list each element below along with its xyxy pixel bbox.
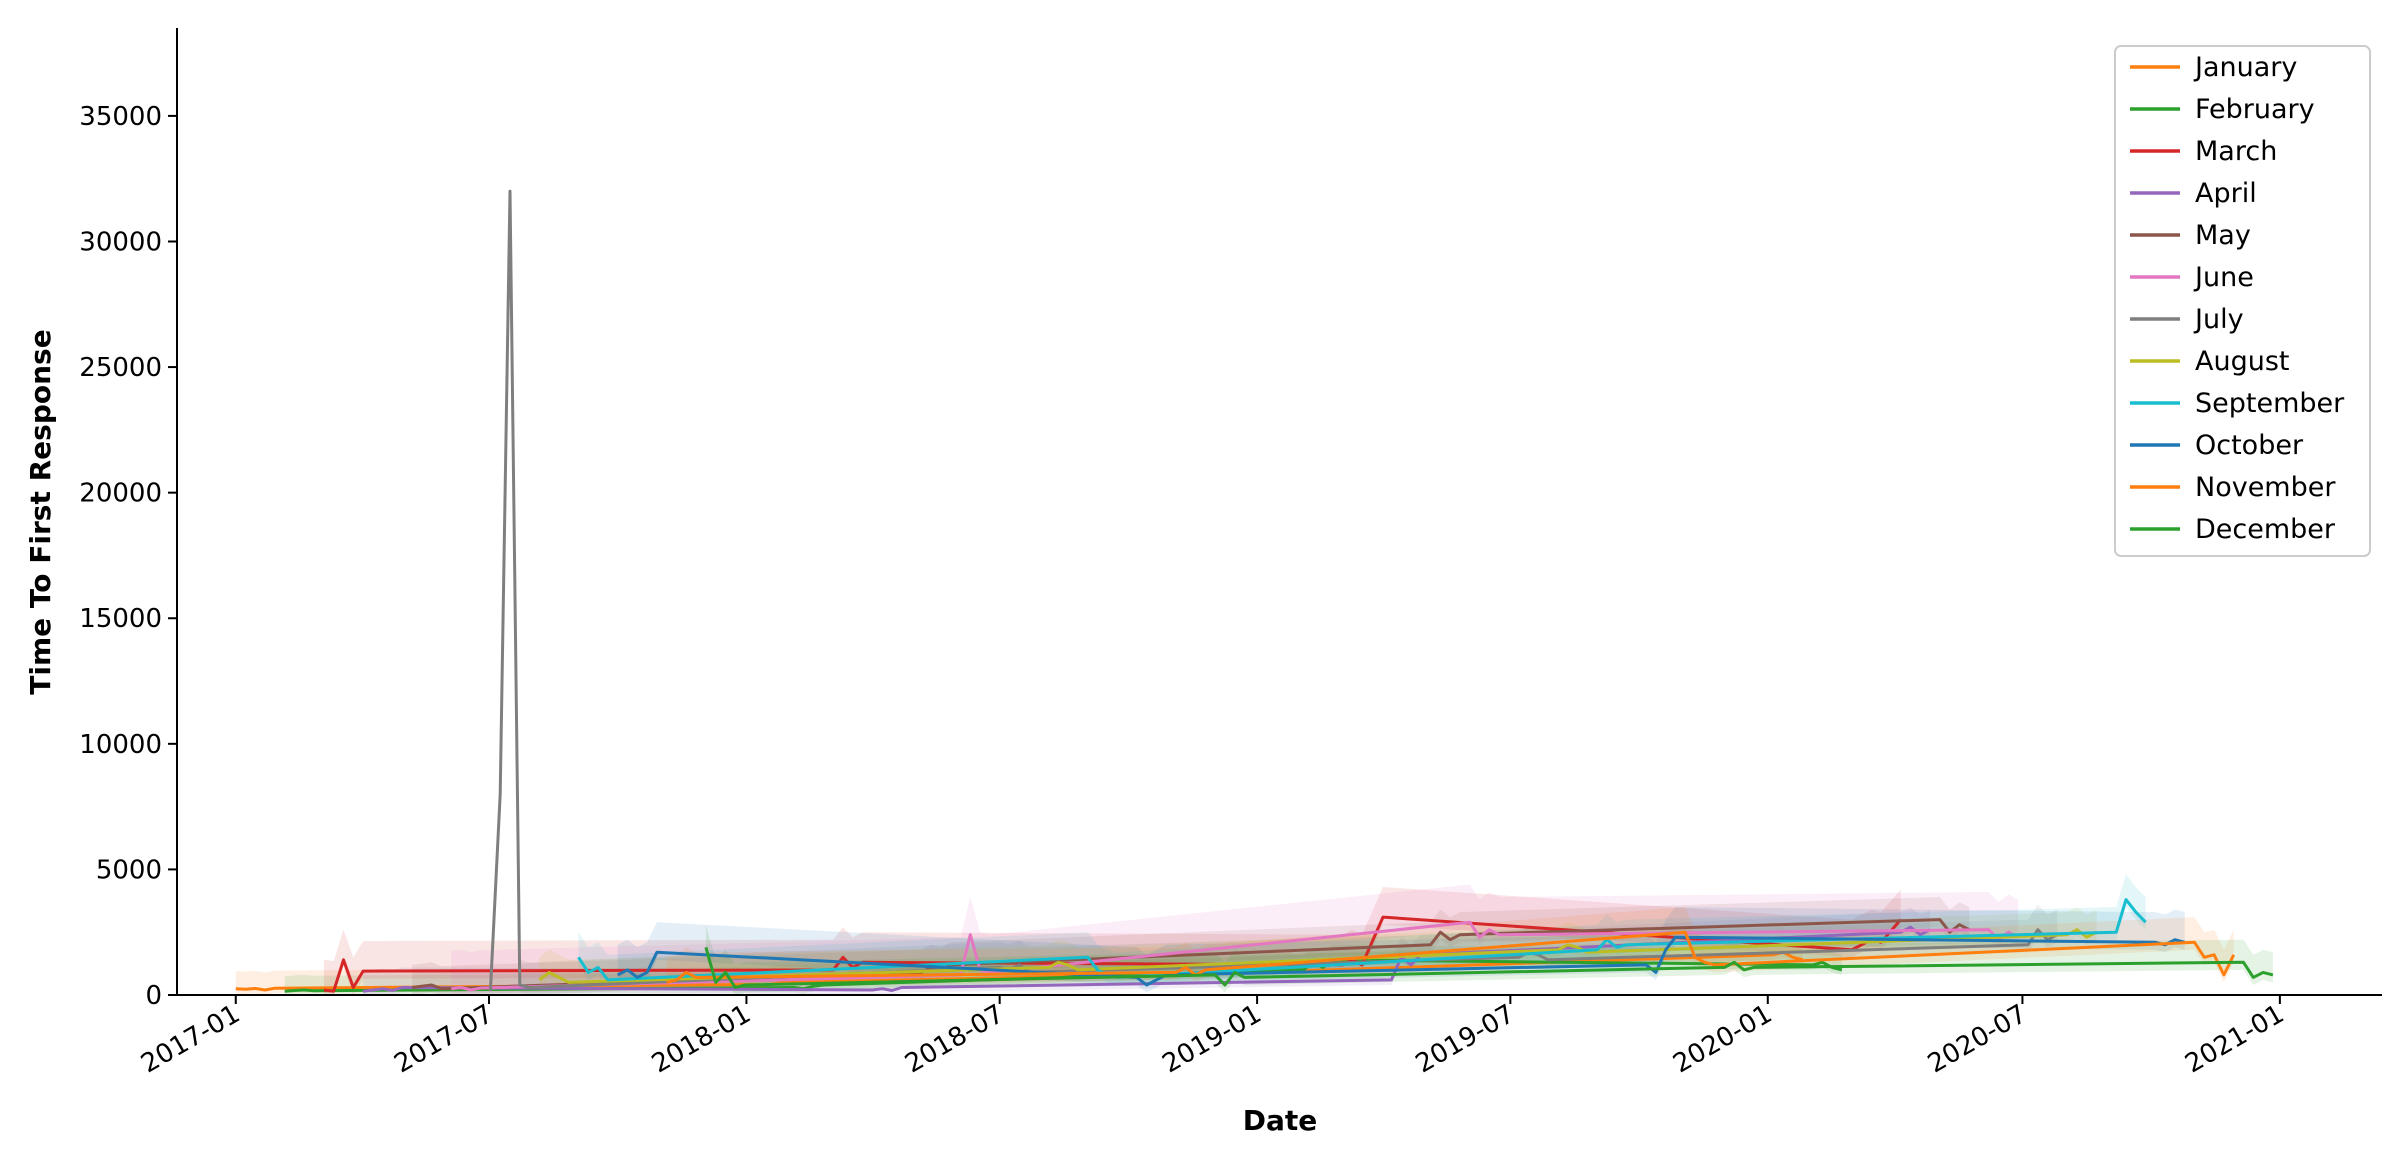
x-tick-label: 2019-07 bbox=[1411, 999, 1520, 1079]
series-band-march bbox=[323, 887, 1901, 995]
series-line-march bbox=[323, 915, 1902, 993]
x-tick-label: 2020-07 bbox=[1923, 999, 2032, 1079]
legend-label-october: October bbox=[2195, 430, 2304, 461]
legend-box bbox=[2114, 45, 2371, 557]
series-band-november bbox=[666, 907, 2234, 990]
series-line-november bbox=[666, 930, 2236, 984]
legend-label-january: January bbox=[2193, 52, 2297, 83]
legend-label-august: August bbox=[2195, 346, 2290, 377]
x-tick-label: 2018-01 bbox=[647, 999, 756, 1079]
y-axis-title: Time To First Response bbox=[24, 329, 57, 694]
legend-label-june: June bbox=[2193, 262, 2254, 293]
y-tick-label: 5000 bbox=[96, 855, 162, 885]
y-tick-label: 0 bbox=[145, 981, 162, 1011]
legend: January February March April May June July Augu… bbox=[2114, 45, 2371, 557]
x-tick-label: 2020-01 bbox=[1668, 999, 1777, 1079]
x-ticks: 2017-01 2017-07 2018-01 2018-07 2019-01 2019-… bbox=[136, 995, 2289, 1079]
x-tick-label: 2019-01 bbox=[1158, 999, 1267, 1079]
x-tick-label: 2017-01 bbox=[136, 999, 245, 1079]
legend-label-september: September bbox=[2195, 388, 2345, 419]
series-line-december bbox=[704, 946, 2274, 989]
confidence-bands bbox=[235, 187, 2273, 995]
y-tick-label: 10000 bbox=[79, 730, 162, 760]
y-ticks: 0 5000 10000 15000 20000 25000 30000 35000 bbox=[79, 102, 177, 1011]
y-tick-label: 35000 bbox=[79, 102, 162, 132]
legend-label-may: May bbox=[2195, 220, 2251, 251]
series-line-may bbox=[411, 918, 1970, 991]
legend-label-february: February bbox=[2195, 94, 2315, 125]
series-lines bbox=[235, 189, 2274, 993]
y-tick-label: 30000 bbox=[79, 227, 162, 257]
legend-label-april: April bbox=[2195, 178, 2257, 209]
series-line-july bbox=[488, 189, 2059, 992]
series-band-july bbox=[490, 187, 2058, 995]
y-tick-label: 25000 bbox=[79, 353, 162, 383]
axes bbox=[176, 28, 2382, 996]
legend-label-december: December bbox=[2195, 514, 2336, 545]
legend-label-march: March bbox=[2195, 136, 2277, 167]
y-tick-label: 15000 bbox=[79, 604, 162, 634]
legend-label-november: November bbox=[2195, 472, 2336, 503]
x-axis-title: Date bbox=[1243, 1104, 1318, 1137]
x-tick-label: 2017-07 bbox=[389, 999, 498, 1079]
series-line-september bbox=[577, 898, 2147, 982]
series-band-september bbox=[578, 874, 2146, 988]
x-tick-label: 2018-07 bbox=[900, 999, 1009, 1079]
y-tick-label: 20000 bbox=[79, 479, 162, 509]
x-tick-label: 2021-01 bbox=[2180, 999, 2289, 1079]
legend-label-july: July bbox=[2193, 304, 2244, 335]
